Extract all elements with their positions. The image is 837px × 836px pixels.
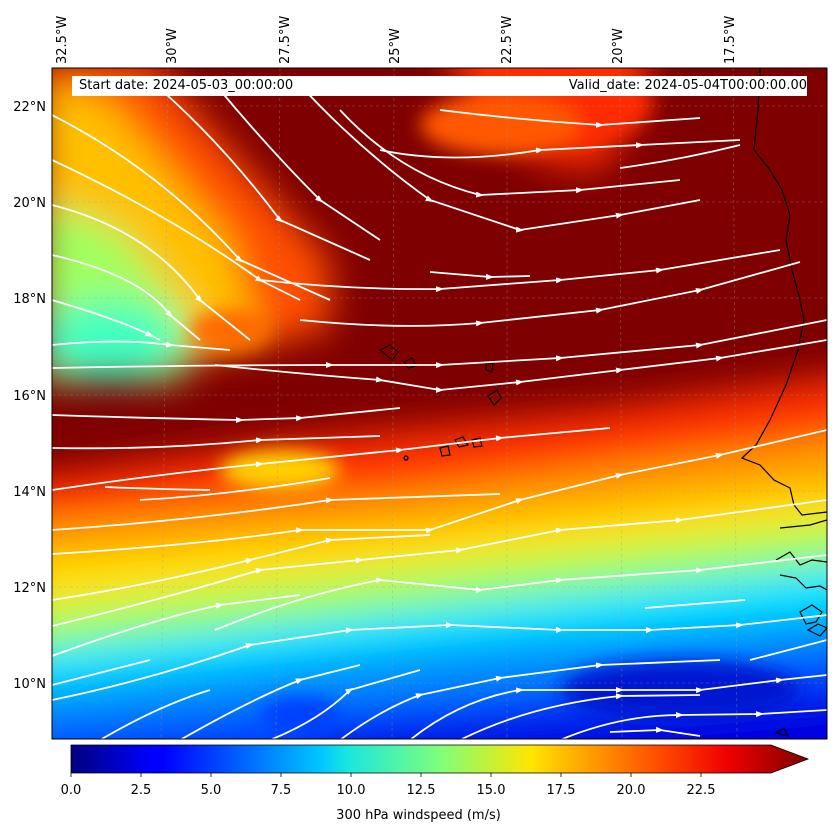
lat-label: 22°N — [13, 100, 46, 115]
colorbar-tick-label: 10.0 — [337, 783, 366, 798]
lon-label: 27.5°W — [278, 16, 293, 64]
lon-label: 32.5°W — [55, 16, 70, 64]
colorbar-tick-label: 0.0 — [61, 783, 82, 798]
windspeed-field — [52, 68, 827, 739]
lat-label: 14°N — [13, 485, 46, 500]
lon-label: 22.5°W — [500, 16, 515, 64]
longitude-labels: 32.5°W 30°W 27.5°W 25°W 22.5°W 20°W 17.5… — [55, 16, 738, 64]
streamlines — [52, 79, 827, 739]
lon-label: 25°W — [388, 28, 403, 64]
colorbar-tick-label: 22.5 — [687, 783, 716, 798]
lat-label: 18°N — [13, 292, 46, 307]
map-frame — [51, 67, 828, 740]
colorbar-tick-label: 5.0 — [201, 783, 222, 798]
colorbar-tick-label: 2.5 — [131, 783, 152, 798]
colorbar-tick-label: 7.5 — [271, 783, 292, 798]
colorbar: 0.0 2.5 5.0 7.5 10.0 12.5 15.0 17.5 20.0 22.5 — [61, 744, 810, 798]
colorbar-tick-label: 20.0 — [617, 783, 646, 798]
valid-date-label: Valid_date: 2024-05-04T00:00:00.00 — [536, 76, 807, 96]
lat-label: 12°N — [13, 581, 46, 596]
lat-label: 16°N — [13, 389, 46, 404]
lat-label: 20°N — [13, 196, 46, 211]
colorbar-tick-label: 12.5 — [407, 783, 436, 798]
colorbar-ticks: 0.0 2.5 5.0 7.5 10.0 12.5 15.0 17.5 20.0 22.5 — [61, 773, 716, 798]
colorbar-label: 300 hPa windspeed (m/s) — [336, 808, 501, 823]
colorbar-ramp — [70, 744, 810, 774]
lon-label: 20°W — [611, 28, 626, 64]
lon-label: 30°W — [165, 28, 180, 64]
colorbar-tick-label: 17.5 — [547, 783, 576, 798]
latitude-labels: 22°N 20°N 18°N 16°N 14°N 12°N 10°N — [13, 100, 46, 692]
lon-label: 17.5°W — [723, 16, 738, 64]
colorbar-tick-label: 15.0 — [477, 783, 506, 798]
start-date-label: Start date: 2024-05-03_00:00:00 — [72, 76, 543, 96]
lat-label: 10°N — [13, 677, 46, 692]
